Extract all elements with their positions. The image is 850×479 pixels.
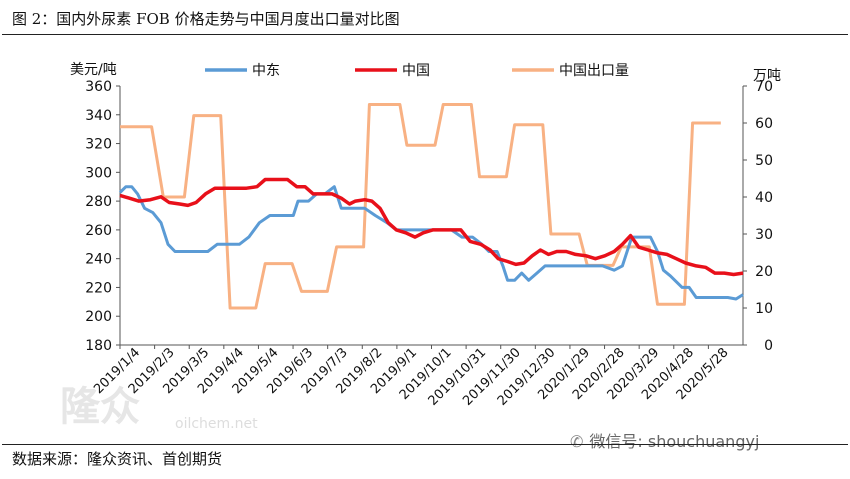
watermark: 隆众 oilchem.net bbox=[60, 384, 258, 432]
left-tick-label: 340 bbox=[85, 108, 112, 124]
right-tick-label: 20 bbox=[755, 264, 773, 280]
source-divider bbox=[2, 444, 848, 445]
wechat-id: ✆ 微信号: shouchuangyj bbox=[570, 428, 759, 452]
right-axis-label: 万吨 bbox=[753, 68, 781, 84]
legend-label: 中东 bbox=[252, 63, 280, 79]
wechat-icon: ✆ bbox=[570, 432, 584, 451]
series-line-china bbox=[119, 177, 744, 277]
watermark-url: oilchem.net bbox=[175, 416, 258, 432]
left-tick-label: 320 bbox=[85, 137, 112, 153]
left-tick-label: 200 bbox=[85, 309, 112, 325]
left-tick-label: 300 bbox=[85, 165, 112, 181]
right-tick-label: 40 bbox=[755, 190, 773, 206]
series-line-export-volume bbox=[120, 103, 721, 310]
series-line-middle-east bbox=[118, 185, 744, 301]
left-tick-label: 360 bbox=[85, 79, 112, 95]
left-tick-label: 280 bbox=[85, 194, 112, 210]
axes: 180 200 220 240 260 280 300 320 340 360 0 10 20 30 40 5… bbox=[85, 79, 773, 354]
right-tick-label: 0 bbox=[764, 338, 773, 354]
watermark-brand: 隆众 bbox=[60, 384, 140, 430]
right-tick-label: 10 bbox=[755, 301, 773, 317]
right-tick-label: 70 bbox=[755, 79, 773, 95]
title-divider bbox=[2, 34, 848, 35]
right-tick-label: 60 bbox=[755, 116, 773, 132]
left-tick-label: 260 bbox=[85, 223, 112, 239]
series-layer bbox=[118, 103, 744, 310]
left-tick-label: 240 bbox=[85, 252, 112, 268]
wechat-text: 微信号: shouchuangyj bbox=[589, 432, 760, 451]
x-tick-labels: 2019/1/42019/2/32019/3/52019/4/42019/5/4… bbox=[91, 345, 732, 409]
right-tick-label: 50 bbox=[755, 153, 773, 169]
legend: 中东 中国 中国出口量 bbox=[205, 63, 629, 79]
left-axis-label: 美元/吨 bbox=[70, 62, 117, 78]
right-tick-label: 30 bbox=[755, 227, 773, 243]
legend-label: 中国 bbox=[402, 63, 430, 79]
legend-label: 中国出口量 bbox=[559, 63, 629, 79]
source-note: 数据来源：隆众资讯、首创期货 bbox=[12, 450, 223, 468]
figure-title: 图 2：国内外尿素 FOB 价格走势与中国月度出口量对比图 bbox=[12, 10, 400, 28]
left-tick-label: 180 bbox=[85, 338, 112, 354]
left-tick-label: 220 bbox=[85, 280, 112, 296]
